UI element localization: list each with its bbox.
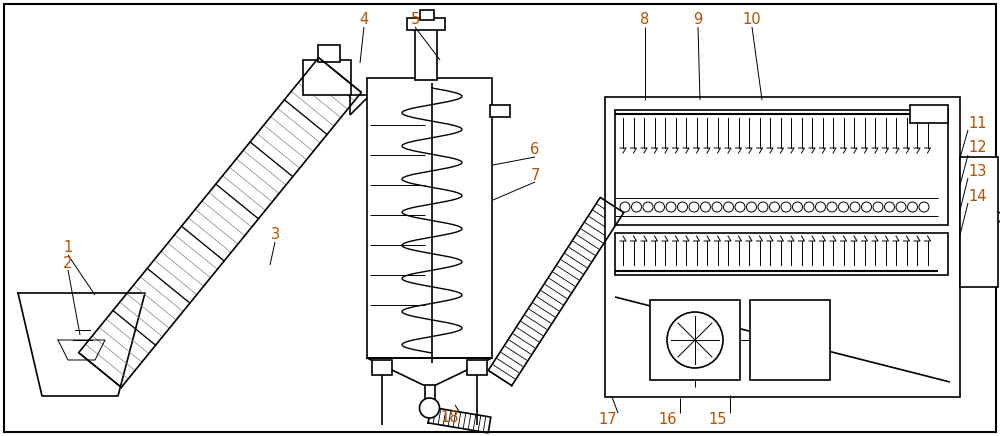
Text: 6: 6: [530, 143, 540, 157]
Bar: [605, 97, 960, 397]
Circle shape: [746, 202, 757, 212]
Circle shape: [689, 202, 699, 212]
Circle shape: [735, 202, 745, 212]
Text: 7: 7: [530, 167, 540, 183]
Bar: [318, 45, 340, 62]
Text: 10: 10: [743, 13, 761, 27]
Polygon shape: [18, 293, 145, 396]
Text: 3: 3: [270, 228, 280, 242]
Circle shape: [885, 202, 895, 212]
Text: 9: 9: [693, 13, 703, 27]
Bar: [615, 110, 948, 225]
Circle shape: [666, 202, 676, 212]
Circle shape: [792, 202, 802, 212]
Polygon shape: [367, 358, 492, 385]
Bar: [420, 10, 434, 20]
Bar: [750, 300, 830, 380]
Bar: [372, 360, 392, 375]
Text: 17: 17: [599, 412, 617, 428]
Circle shape: [873, 202, 883, 212]
Text: 15: 15: [709, 412, 727, 428]
Bar: [910, 105, 948, 123]
Circle shape: [770, 202, 780, 212]
Text: 14: 14: [969, 190, 987, 204]
Bar: [367, 78, 492, 358]
Circle shape: [620, 202, 630, 212]
Polygon shape: [428, 407, 491, 433]
Circle shape: [896, 202, 906, 212]
Bar: [490, 105, 510, 117]
Text: 16: 16: [659, 412, 677, 428]
Circle shape: [758, 202, 768, 212]
Bar: [415, 28, 437, 80]
Bar: [467, 360, 487, 375]
Polygon shape: [488, 198, 624, 385]
Circle shape: [724, 202, 734, 212]
Circle shape: [862, 202, 872, 212]
Circle shape: [816, 202, 826, 212]
Bar: [615, 233, 948, 275]
Circle shape: [643, 202, 653, 212]
Text: 8: 8: [640, 13, 650, 27]
Circle shape: [781, 202, 791, 212]
Bar: [960, 157, 998, 287]
Text: 2: 2: [63, 255, 73, 270]
Circle shape: [712, 202, 722, 212]
Text: 12: 12: [969, 140, 987, 156]
Text: 13: 13: [969, 164, 987, 180]
Text: 11: 11: [969, 116, 987, 130]
Circle shape: [827, 202, 837, 212]
Circle shape: [850, 202, 860, 212]
Text: 4: 4: [359, 13, 369, 27]
Text: 1: 1: [63, 241, 73, 255]
Text: 5: 5: [410, 13, 420, 27]
Polygon shape: [79, 58, 361, 387]
Circle shape: [667, 312, 723, 368]
Circle shape: [804, 202, 814, 212]
Circle shape: [632, 202, 642, 212]
Text: 18: 18: [441, 411, 459, 426]
Bar: [407, 18, 445, 30]
Circle shape: [678, 202, 688, 212]
Bar: [303, 60, 351, 95]
Circle shape: [654, 202, 664, 212]
Circle shape: [919, 202, 929, 212]
Circle shape: [838, 202, 848, 212]
Circle shape: [908, 202, 918, 212]
Circle shape: [420, 398, 440, 418]
Bar: [650, 300, 740, 380]
Circle shape: [700, 202, 710, 212]
